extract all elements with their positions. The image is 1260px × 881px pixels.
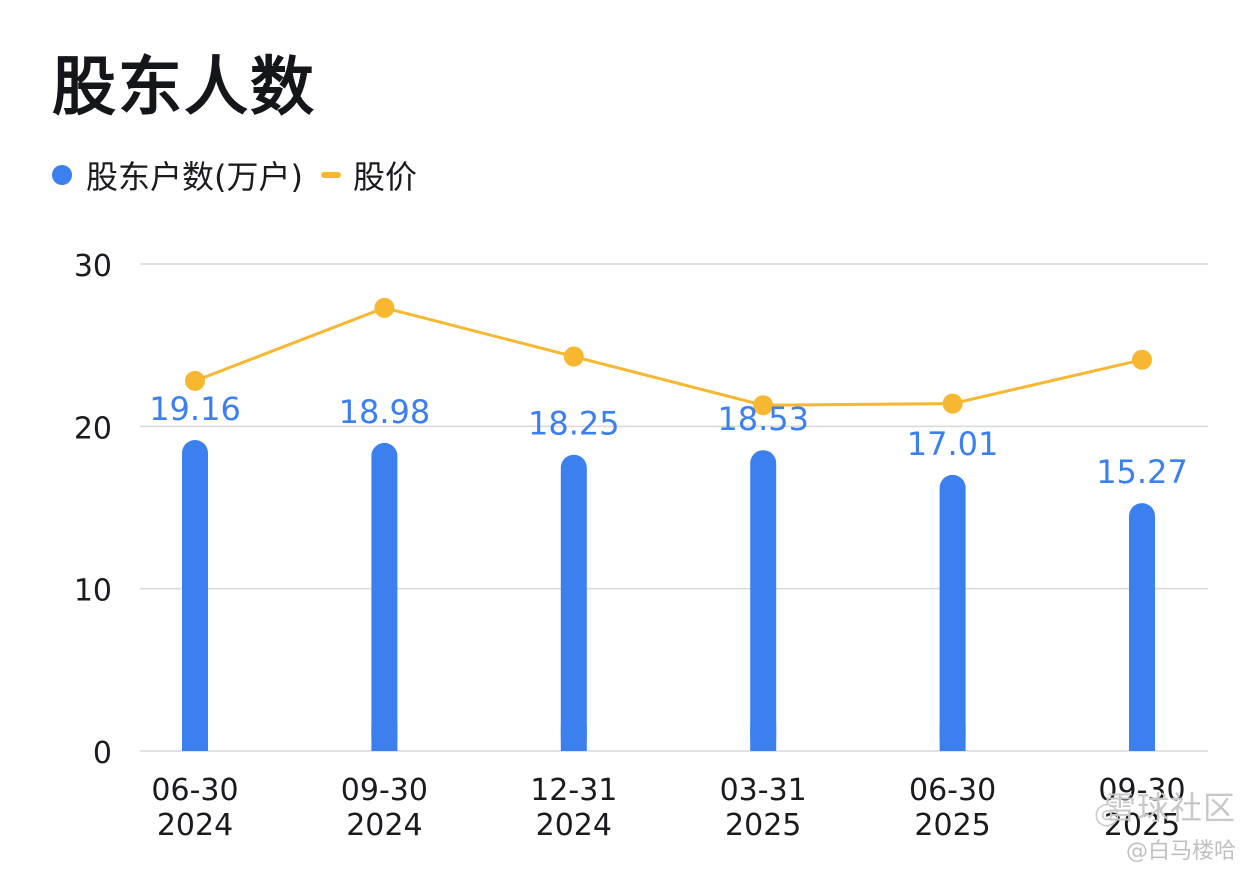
x-tick-label: 12-31 2024 xyxy=(530,773,617,843)
legend-line-marker xyxy=(320,172,341,178)
bar-value-label: 17.01 xyxy=(907,425,999,463)
bar-base xyxy=(371,725,398,751)
bar-base xyxy=(1129,725,1155,751)
y-tick-label: 10 xyxy=(74,574,112,609)
chart-title: 股东人数 xyxy=(52,51,316,125)
price-point xyxy=(1132,349,1152,370)
bar-base xyxy=(182,725,208,751)
legend-bar-marker xyxy=(52,165,72,185)
x-tick-label: 09-30 2024 xyxy=(341,773,428,843)
x-tick-label: 03-31 2025 xyxy=(720,773,807,843)
x-tick-label: 06-30 2025 xyxy=(909,773,996,843)
bar-value-label: 18.25 xyxy=(528,405,620,443)
watermark-brand: 雪球社区 xyxy=(1103,789,1236,827)
x-tick-label: 09-30 2025 xyxy=(1098,773,1185,843)
bar xyxy=(939,474,966,751)
bar-value-label: 19.16 xyxy=(149,390,241,428)
price-line xyxy=(194,306,1143,407)
y-tick-label: 20 xyxy=(74,411,112,446)
y-tick-label: 0 xyxy=(93,736,112,771)
bar-value-label: 15.27 xyxy=(1096,453,1188,491)
bar xyxy=(1129,503,1155,751)
y-tick-label: 30 xyxy=(74,249,112,284)
legend-bar-label: 股东户数(万户) xyxy=(86,158,303,196)
watermark-author: @白马楼哈 xyxy=(1125,839,1236,864)
legend: 股东户数(万户) 股价 xyxy=(52,152,417,198)
price-point xyxy=(942,393,963,414)
bar-base xyxy=(939,725,966,751)
price-point xyxy=(753,395,774,416)
price-point xyxy=(374,297,395,318)
x-tick-label: 06-30 2024 xyxy=(151,773,238,843)
legend-line-label: 股价 xyxy=(352,158,417,196)
bar-base xyxy=(560,725,587,751)
bar xyxy=(182,439,208,751)
bar xyxy=(560,454,587,751)
snowball-icon: ◎ xyxy=(1093,796,1120,831)
bar-value-label: 18.98 xyxy=(339,393,431,431)
bar xyxy=(371,442,398,751)
bar-base xyxy=(750,725,777,751)
bar-value-label: 18.53 xyxy=(717,400,809,438)
price-point xyxy=(185,370,205,391)
bar xyxy=(750,450,777,751)
price-point xyxy=(563,346,584,367)
